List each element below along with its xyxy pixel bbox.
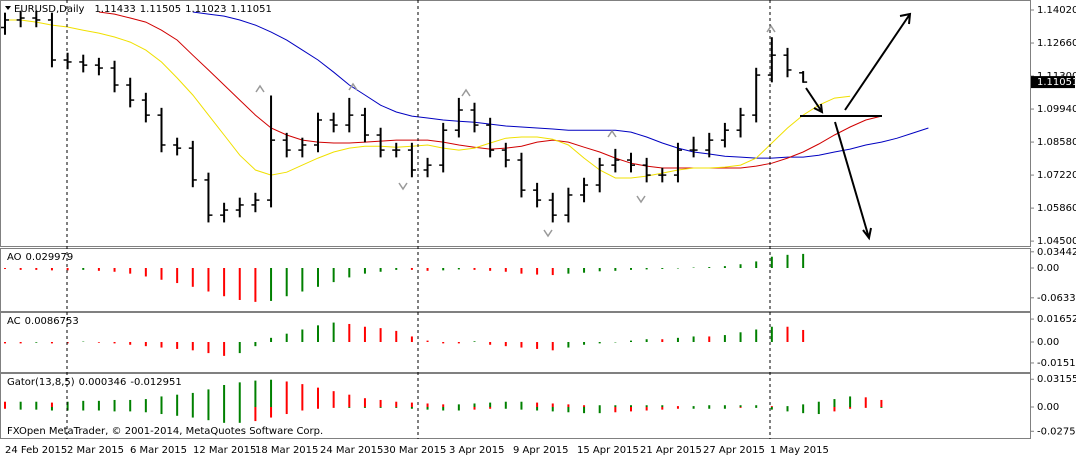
- y-tick-label: 1.08580: [1037, 137, 1076, 148]
- indicator-line: [5, 19, 851, 179]
- fractal-down: [543, 229, 553, 238]
- x-tick-label: 30 Mar 2015: [383, 445, 446, 456]
- fractal-up: [255, 84, 265, 93]
- value: 0.000346: [79, 377, 127, 388]
- y-tick-label: 0.00: [1037, 402, 1059, 413]
- x-tick-label: 6 Mar 2015: [130, 445, 187, 456]
- value: 0.029979: [26, 252, 74, 263]
- fractal-up: [766, 24, 776, 33]
- symbol: EURUSD,Daily: [14, 4, 85, 15]
- fractal-down: [636, 195, 646, 204]
- y-tick-label: 1.14020: [1037, 5, 1076, 16]
- x-tick-label: 24 Mar 2015: [320, 445, 383, 456]
- close: 1.11051: [231, 4, 272, 15]
- arrow: [844, 12, 912, 111]
- y-tick-label: 1.04500: [1037, 236, 1076, 247]
- x-tick-label: 9 Apr 2015: [513, 445, 568, 456]
- y-tick-label: 1.05860: [1037, 203, 1076, 214]
- low: 1.11023: [185, 4, 226, 15]
- value: 0.0086753: [25, 316, 79, 327]
- fractal-up: [607, 129, 617, 138]
- name: Gator(13,8,5): [7, 377, 75, 388]
- x-tick-label: 27 Apr 2015: [703, 445, 765, 456]
- fractal-up: [348, 82, 358, 91]
- indicator-line: [192, 11, 929, 159]
- x-tick-label: 21 Apr 2015: [640, 445, 702, 456]
- value: -0.012951: [130, 377, 181, 388]
- y-tick-label: -0.027598: [1037, 426, 1076, 437]
- x-tick-label: 3 Apr 2015: [449, 445, 504, 456]
- x-tick-label: 2 Mar 2015: [67, 445, 124, 456]
- x-tick-label: 12 Mar 2015: [193, 445, 256, 456]
- y-tick-label: 0.031551: [1037, 374, 1076, 385]
- gator-header: Gator(13,8,5) 0.000346 -0.012951: [7, 377, 182, 388]
- name: AO: [7, 252, 22, 263]
- x-tick-label: 15 Apr 2015: [577, 445, 639, 456]
- marks: [1, 10, 929, 423]
- chart-header: EURUSD,Daily 1.11433 1.11505 1.11023 1.11051: [14, 4, 272, 15]
- y-tick-label: 1.07220: [1037, 170, 1076, 181]
- ac-header: AC 0.0086753: [7, 316, 79, 327]
- y-tick-label: 0.016522: [1037, 314, 1076, 325]
- ao-pane: [0, 248, 1031, 312]
- price-label-box: [1031, 76, 1075, 89]
- price-pane: [0, 0, 1031, 247]
- name: AC: [7, 316, 21, 327]
- open: 1.11433: [94, 4, 135, 15]
- high: 1.11505: [140, 4, 181, 15]
- x-tick-label: 24 Feb 2015: [5, 445, 67, 456]
- y-tick-label: 0.00: [1037, 263, 1059, 274]
- fractal-down: [398, 182, 408, 191]
- arrow: [834, 121, 872, 241]
- gator-pane: [0, 373, 1031, 439]
- y-tick-label: -0.063395: [1037, 293, 1076, 304]
- x-tick-label: 1 May 2015: [770, 445, 829, 456]
- fractal-up: [461, 88, 471, 97]
- x-tick-label: 18 Mar 2015: [255, 445, 318, 456]
- arrow: [805, 87, 824, 114]
- ac-pane: [0, 312, 1031, 373]
- y-tick-label: 0.00: [1037, 337, 1059, 348]
- y-tick-label: 1.12660: [1037, 38, 1076, 49]
- trend-lines: [800, 12, 912, 241]
- y-tick-label: 1.09940: [1037, 104, 1076, 115]
- y-tick-label: -0.015108: [1037, 358, 1076, 369]
- current-price: 1.11051: [1037, 77, 1076, 88]
- fractals: [255, 24, 776, 238]
- y-tick-label: 0.034425: [1037, 247, 1076, 258]
- ao-header: AO 0.029979: [7, 252, 73, 263]
- copyright: FXOpen MetaTrader, © 2001-2014, MetaQuot…: [7, 426, 323, 437]
- collapse-icon[interactable]: [5, 6, 11, 10]
